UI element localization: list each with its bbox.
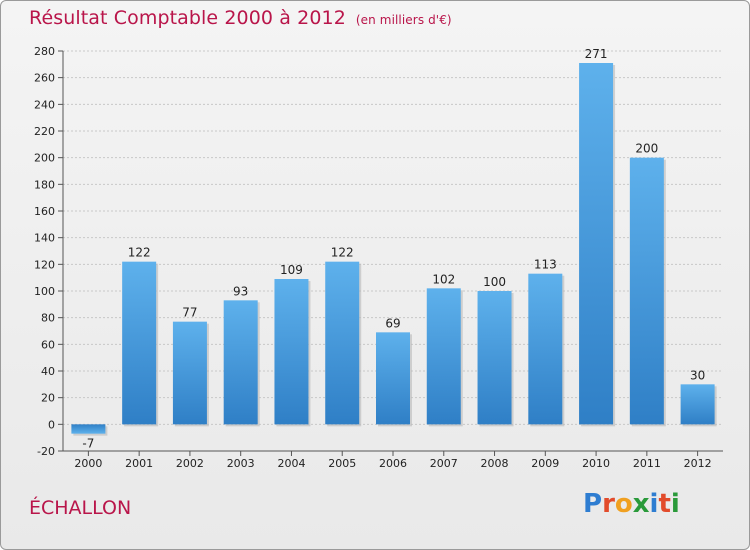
bar — [680, 384, 715, 425]
bar — [579, 63, 614, 425]
y-tick-label: 100 — [34, 285, 55, 298]
bar — [376, 332, 410, 425]
logo-letter: P — [583, 489, 603, 519]
x-tick-label: 2001 — [125, 457, 153, 470]
bar — [172, 321, 207, 425]
data-label: 122 — [331, 246, 354, 260]
chart-title: Résultat Comptable 2000 à 2012 (en millie… — [29, 7, 452, 29]
bar — [426, 288, 461, 425]
data-label: 93 — [233, 284, 248, 298]
x-tick-label: 2006 — [379, 457, 407, 470]
y-tick-label: 80 — [41, 312, 55, 325]
chart-subtitle: (en milliers d'€) — [355, 13, 452, 27]
bar — [477, 291, 512, 425]
x-tick-label: 2003 — [227, 457, 255, 470]
data-label: 30 — [690, 368, 705, 382]
bar — [528, 273, 563, 425]
y-tick-label: 40 — [41, 365, 55, 378]
y-tick-label: -20 — [37, 445, 55, 458]
y-tick-label: 120 — [34, 258, 55, 271]
y-tick-label: 0 — [48, 418, 55, 431]
bar — [122, 261, 157, 425]
data-label: 69 — [385, 316, 400, 330]
data-label: 113 — [534, 258, 557, 272]
data-label: 122 — [128, 246, 151, 260]
logo-letter: r — [602, 489, 615, 519]
data-label: 271 — [585, 47, 608, 61]
x-tick-label: 2012 — [684, 457, 712, 470]
y-tick-label: 140 — [34, 232, 55, 245]
y-tick-label: 260 — [34, 72, 55, 85]
data-label: 102 — [432, 272, 455, 286]
place-name: ÉCHALLON — [29, 497, 132, 519]
bar — [274, 279, 309, 425]
bar — [71, 424, 106, 434]
y-tick-label: 60 — [41, 338, 55, 351]
proxiti-logo: Proxiti — [583, 489, 680, 519]
logo-letter: i — [649, 489, 659, 519]
x-tick-label: 2005 — [328, 457, 356, 470]
y-tick-label: 240 — [34, 98, 55, 111]
y-tick-label: 200 — [34, 152, 55, 165]
y-tick-label: 160 — [34, 205, 55, 218]
bar — [325, 261, 360, 425]
y-tick-label: 20 — [41, 392, 55, 405]
chart-title-text: Résultat Comptable 2000 à 2012 — [29, 7, 346, 29]
bar — [223, 300, 258, 425]
logo-letter: x — [632, 489, 650, 519]
x-tick-label: 2004 — [277, 457, 305, 470]
data-label: 100 — [483, 275, 506, 289]
logo-letter: t — [658, 489, 671, 519]
x-tick-label: 2011 — [633, 457, 661, 470]
bar — [629, 157, 664, 425]
x-tick-label: 2000 — [74, 457, 102, 470]
y-tick-label: 220 — [34, 125, 55, 138]
logo-letter: o — [614, 489, 633, 519]
x-tick-label: 2008 — [481, 457, 509, 470]
data-label: -7 — [82, 437, 94, 451]
x-tick-label: 2002 — [176, 457, 204, 470]
data-label: 77 — [182, 306, 197, 320]
x-tick-label: 2007 — [430, 457, 458, 470]
y-tick-label: 180 — [34, 178, 55, 191]
x-tick-label: 2010 — [582, 457, 610, 470]
data-label: 200 — [635, 142, 658, 156]
data-label: 109 — [280, 263, 303, 277]
x-tick-label: 2009 — [531, 457, 559, 470]
logo-letter: i — [670, 489, 680, 519]
y-tick-label: 280 — [34, 45, 55, 58]
